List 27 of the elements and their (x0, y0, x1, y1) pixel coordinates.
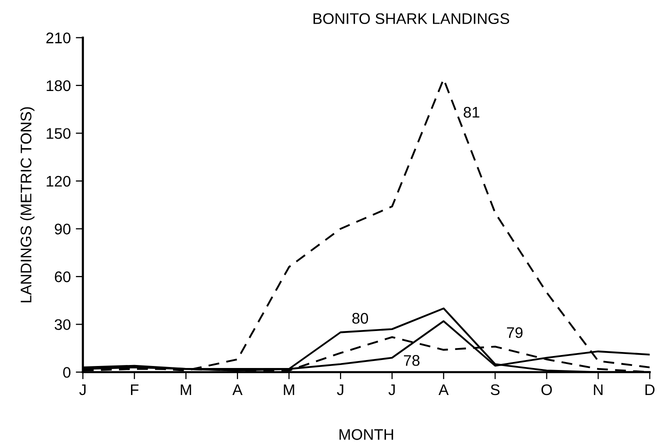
y-tick-label: 210 (46, 32, 70, 44)
y-tick-label: 150 (46, 128, 70, 139)
x-axis-title: MONTH (340, 429, 394, 440)
x-tick-label: J (336, 384, 344, 396)
series-label: 79 (507, 327, 523, 338)
x-tick-label: D (645, 384, 655, 395)
y-tick-label: 60 (54, 271, 70, 282)
x-tick-label: A (232, 384, 243, 395)
series-label: 78 (404, 355, 420, 366)
x-tick-label: S (490, 384, 500, 396)
x-tick-label: J (79, 384, 86, 396)
x-tick-label: M (284, 384, 294, 395)
series-label: 81 (464, 106, 480, 118)
x-tick-label: N (594, 384, 602, 395)
x-tick-label: J (388, 384, 395, 396)
y-tick-label: 0 (63, 366, 70, 378)
y-tick-label: 30 (54, 319, 70, 330)
y-tick-label: 180 (46, 80, 70, 92)
x-tick-label: O (541, 384, 552, 396)
series-label: 80 (352, 312, 368, 324)
chart-title: BONITO SHARK LANDINGS (314, 13, 510, 24)
y-tick-label: 120 (46, 176, 70, 187)
x-tick-label: M (180, 384, 192, 395)
y-tick-label: 90 (54, 224, 70, 234)
y-axis-title: LANDINGS (METRIC TONS) (20, 107, 34, 302)
x-tick-label: F (130, 384, 138, 395)
x-tick-label: A (438, 384, 449, 395)
